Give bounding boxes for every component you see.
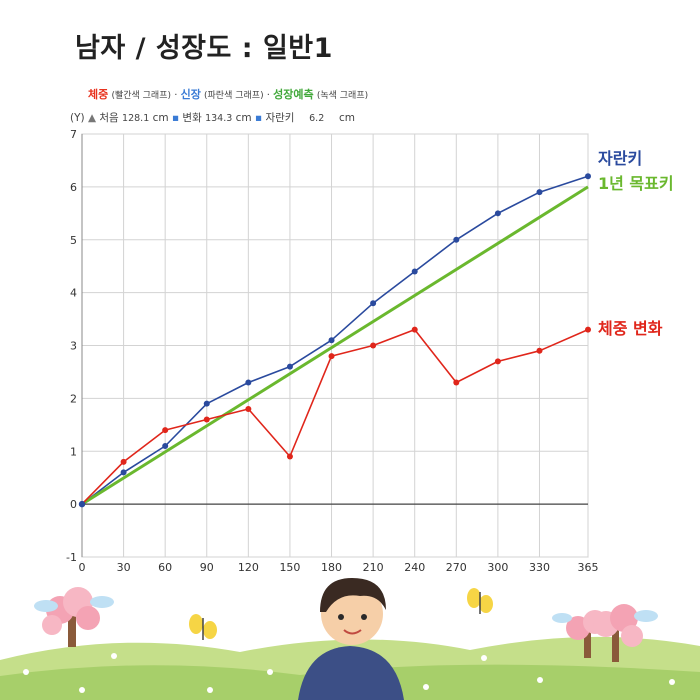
change-unit: cm	[235, 112, 252, 124]
change-value: 134.3	[205, 113, 233, 124]
legend-weight-word: 체중	[88, 88, 109, 101]
start-unit: cm	[152, 112, 169, 124]
landscape-illustration	[0, 578, 700, 700]
data-point	[453, 236, 460, 243]
start-value: 128.1	[122, 113, 150, 124]
series-label-target: 1년 목표키	[598, 174, 674, 193]
cherry-tree-illustration	[566, 604, 643, 662]
legend-predict-paren: (녹색 그래프)	[316, 91, 369, 101]
legend-separator: ·	[266, 90, 270, 101]
legend-separator: ·	[174, 90, 178, 101]
y-tick-label: 7	[70, 128, 77, 141]
data-point	[245, 379, 252, 386]
legend-height-paren: (파란색 그래프)	[204, 91, 264, 101]
chart-axes	[81, 134, 588, 557]
growth-label: 자란키	[265, 112, 295, 124]
legend-height-word: 신장	[180, 88, 201, 101]
origin-point	[78, 500, 86, 508]
up-arrow-icon: ▲	[87, 112, 97, 124]
data-point	[370, 342, 377, 349]
x-tick-label: 120	[238, 561, 259, 574]
series-label-weight: 체중 변화	[598, 319, 663, 338]
x-tick-label: 210	[363, 561, 384, 574]
data-point	[585, 326, 591, 333]
data-point	[286, 453, 293, 460]
data-point	[585, 173, 591, 180]
data-point	[494, 210, 501, 217]
butterfly-illustration	[467, 588, 493, 614]
x-tick-label: 240	[404, 561, 425, 574]
data-point	[536, 189, 543, 196]
data-point	[370, 300, 377, 307]
x-tick-label: 365	[578, 561, 599, 574]
growth-value: 6.2	[309, 113, 325, 124]
chart-tick-labels: 0 30 60 90 120 150 180 210 240 270 300 330 365-10123…	[66, 128, 598, 574]
data-point	[286, 363, 293, 370]
boy-illustration	[298, 578, 404, 700]
x-tick-label: 90	[200, 561, 214, 574]
x-tick-label: 0	[79, 561, 86, 574]
butterfly-illustration	[189, 614, 217, 640]
x-tick-label: 150	[279, 561, 300, 574]
chart-series	[78, 173, 591, 508]
x-tick-label: 30	[117, 561, 131, 574]
y-tick-label: 3	[70, 340, 77, 353]
y-axis-marker: (Y)	[70, 112, 85, 124]
growth-unit: cm	[338, 112, 355, 124]
data-point	[536, 347, 543, 354]
page-title: 남자 / 성장도 : 일반1	[75, 33, 333, 64]
flower-decoration	[23, 653, 675, 693]
legend-predict-word: 성장예측	[273, 88, 314, 101]
data-point	[411, 326, 418, 333]
start-label: 처음	[99, 112, 119, 124]
data-point	[328, 337, 335, 344]
data-point	[162, 442, 169, 449]
data-point	[162, 427, 169, 434]
change-label: 변화	[182, 112, 202, 124]
series-label-height-grown: 자란키	[598, 149, 642, 168]
data-point	[120, 458, 127, 465]
y-tick-label: 4	[70, 287, 77, 300]
bullet-icon: ▪	[255, 112, 263, 124]
color-legend: 체중 (빨간색 그래프) · 신장 (파란색 그래프) · 성장예측 (녹색 그…	[88, 86, 368, 102]
x-tick-label: 180	[321, 561, 342, 574]
x-tick-label: 300	[487, 561, 508, 574]
height-info-bar: (Y) ▲ 처음 128.1 cm ▪ 변화 134.3 cm ▪ 자란키 6.…	[70, 110, 355, 125]
x-tick-label: 60	[158, 561, 172, 574]
data-point	[245, 405, 252, 412]
y-tick-label: 1	[70, 445, 77, 458]
legend-weight-paren: (빨간색 그래프)	[111, 91, 172, 101]
x-tick-label: 330	[529, 561, 550, 574]
data-point	[328, 353, 335, 360]
y-tick-label: 0	[70, 498, 77, 511]
y-tick-label: 2	[70, 392, 77, 405]
data-point	[203, 400, 210, 407]
data-point	[120, 469, 127, 476]
x-tick-label: 270	[446, 561, 467, 574]
data-point	[411, 268, 418, 275]
cherry-tree-illustration	[42, 587, 100, 647]
data-point	[203, 416, 210, 423]
y-tick-label: 6	[70, 181, 77, 194]
y-tick-label: 5	[70, 234, 77, 247]
data-point	[453, 379, 460, 386]
bullet-icon: ▪	[171, 112, 180, 124]
data-point	[494, 358, 501, 365]
series-line-1	[81, 185, 589, 506]
y-tick-label: -1	[66, 551, 77, 564]
